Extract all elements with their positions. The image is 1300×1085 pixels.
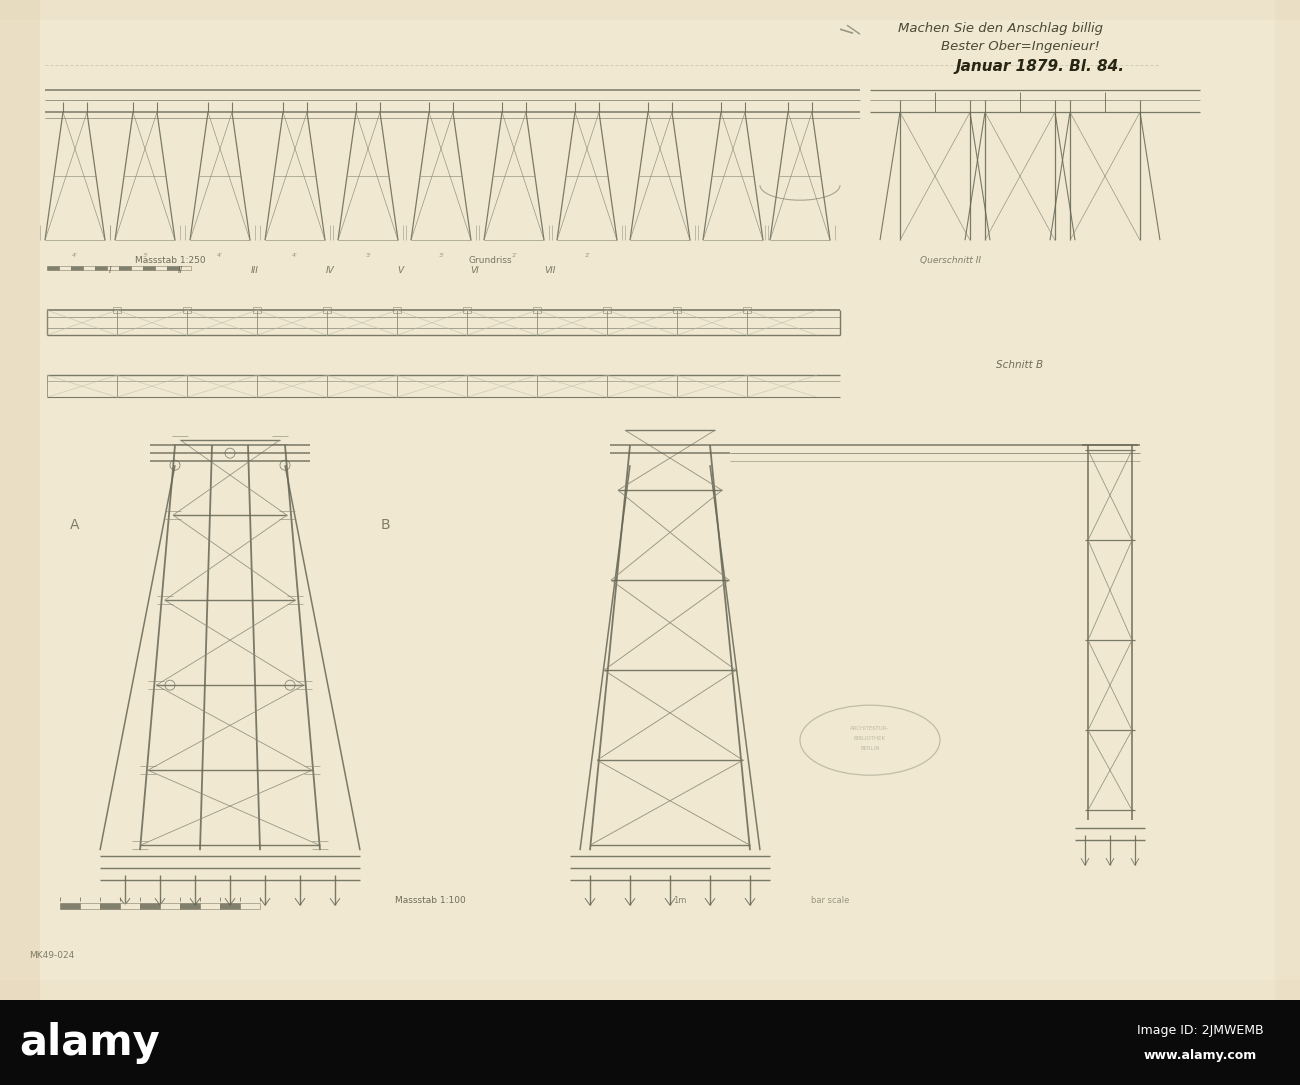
Bar bbox=[100, 903, 120, 909]
Text: BERLIN: BERLIN bbox=[861, 745, 880, 751]
Bar bbox=[0, 0, 40, 1000]
Text: bar scale: bar scale bbox=[811, 896, 849, 905]
Text: Schnitt B: Schnitt B bbox=[996, 360, 1044, 370]
Text: 3': 3' bbox=[365, 253, 370, 257]
Text: 3': 3' bbox=[438, 253, 443, 257]
Text: Image ID: 2JMWEMB: Image ID: 2JMWEMB bbox=[1136, 1024, 1264, 1037]
Text: Massstab 1:100: Massstab 1:100 bbox=[395, 896, 465, 905]
Bar bbox=[220, 903, 240, 909]
Bar bbox=[120, 903, 140, 909]
Text: VI: VI bbox=[471, 266, 480, 275]
Text: www.alamy.com: www.alamy.com bbox=[1144, 1048, 1257, 1061]
Bar bbox=[72, 266, 83, 270]
Bar bbox=[0, 980, 1300, 1000]
Bar bbox=[95, 266, 107, 270]
Text: 4': 4' bbox=[584, 253, 590, 257]
Text: MK49-024: MK49-024 bbox=[30, 950, 74, 960]
Bar bbox=[81, 903, 100, 909]
Bar bbox=[155, 266, 166, 270]
Text: VII: VII bbox=[545, 266, 555, 275]
Bar bbox=[47, 266, 58, 270]
Text: 1m: 1m bbox=[673, 896, 686, 905]
Text: Grundriss: Grundriss bbox=[468, 256, 512, 265]
Text: I: I bbox=[109, 266, 112, 275]
Text: BIBLIOTHEK: BIBLIOTHEK bbox=[854, 736, 887, 741]
Bar bbox=[131, 266, 143, 270]
Bar bbox=[1275, 0, 1300, 1000]
Text: Machen Sie den Anschlag billig: Machen Sie den Anschlag billig bbox=[897, 22, 1102, 35]
Text: Januar 1879. Bl. 84.: Januar 1879. Bl. 84. bbox=[956, 59, 1124, 74]
Text: II: II bbox=[177, 266, 182, 275]
Text: 2': 2' bbox=[292, 253, 298, 257]
Bar bbox=[60, 903, 81, 909]
Text: alamy: alamy bbox=[20, 1022, 160, 1064]
Text: ARCHITEKTUR-: ARCHITEKTUR- bbox=[850, 726, 889, 730]
Text: IV: IV bbox=[325, 266, 334, 275]
Text: 4': 4' bbox=[72, 253, 78, 257]
Bar bbox=[143, 266, 155, 270]
Bar bbox=[58, 266, 72, 270]
Text: 2': 2' bbox=[142, 253, 148, 257]
Bar bbox=[107, 266, 120, 270]
Bar bbox=[160, 903, 179, 909]
Bar bbox=[179, 903, 200, 909]
Text: Massstab 1:250: Massstab 1:250 bbox=[135, 256, 205, 265]
Text: B: B bbox=[380, 519, 390, 532]
Text: A: A bbox=[70, 519, 79, 532]
Bar bbox=[179, 266, 191, 270]
Bar bbox=[83, 266, 95, 270]
Bar bbox=[166, 266, 179, 270]
Text: Bester Ober=Ingenieur!: Bester Ober=Ingenieur! bbox=[941, 40, 1100, 53]
Text: III: III bbox=[251, 266, 259, 275]
Bar bbox=[200, 903, 220, 909]
Text: 2': 2' bbox=[511, 253, 517, 257]
Bar bbox=[120, 266, 131, 270]
Bar bbox=[240, 903, 260, 909]
Text: V: V bbox=[396, 266, 403, 275]
Text: Querschnitt II: Querschnitt II bbox=[919, 256, 980, 265]
Text: 4': 4' bbox=[217, 253, 222, 257]
Bar bbox=[140, 903, 160, 909]
Bar bbox=[0, 0, 1300, 21]
